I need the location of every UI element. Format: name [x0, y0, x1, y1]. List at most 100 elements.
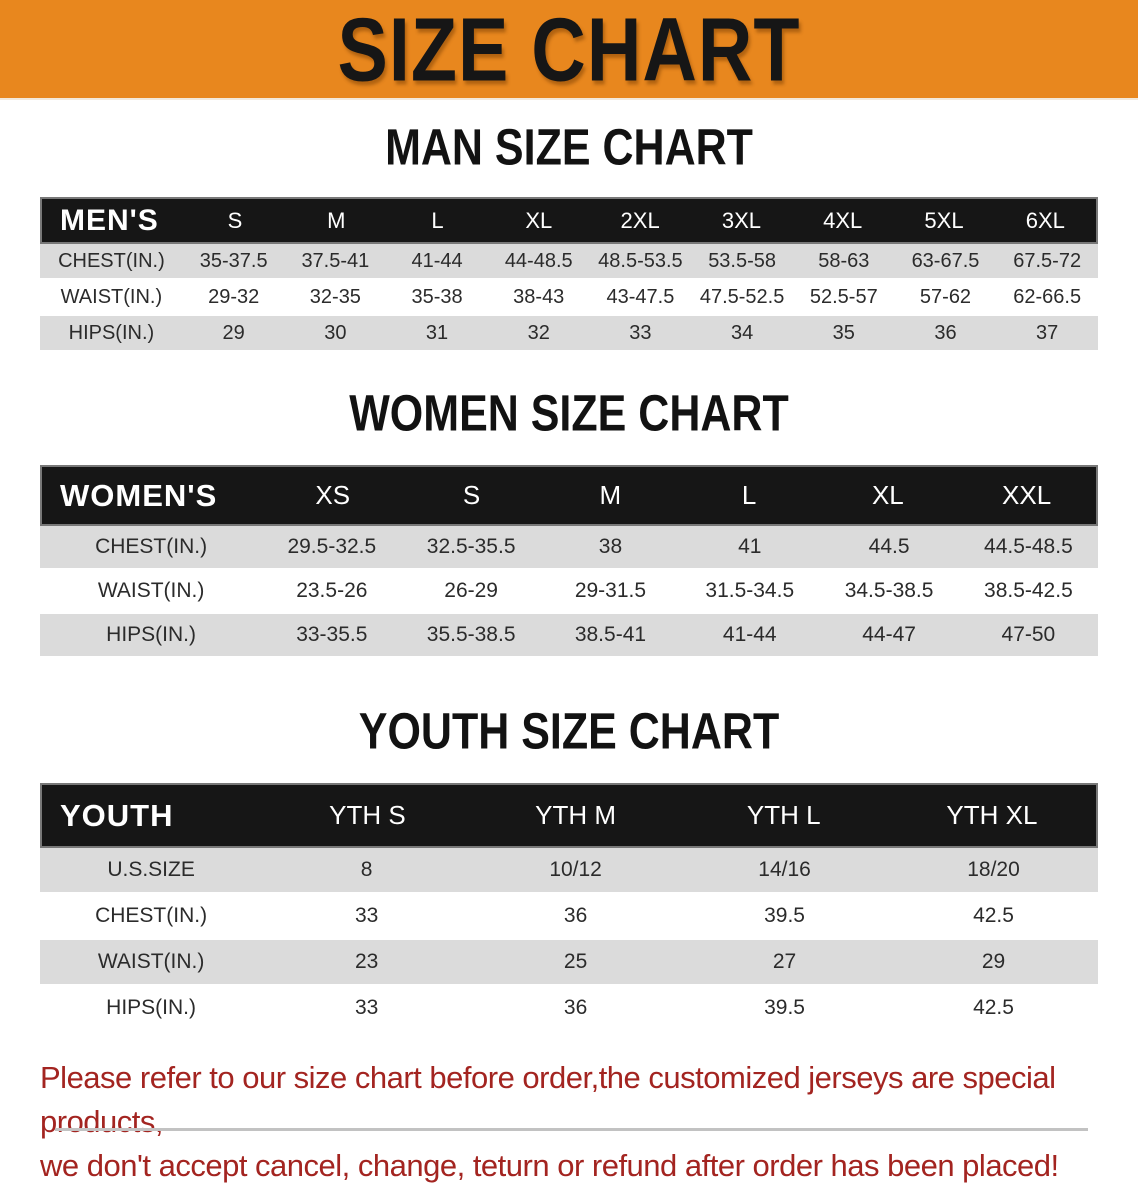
mens-value-cell: 53.5-58	[708, 249, 777, 272]
mens-column-header: M	[327, 207, 346, 233]
mens-value-cell: 37	[1036, 321, 1059, 344]
womens-value-cell: 29.5-32.5	[287, 535, 377, 558]
youth-value-cell: 23	[354, 950, 379, 973]
youth-value-cell: 33	[354, 904, 379, 927]
womens-value-cell: 33-35.5	[296, 623, 368, 646]
youth-value-cell: 36	[563, 996, 588, 1019]
youth-value-cell: 14/16	[758, 858, 811, 881]
mens-value-cell: 38-43	[513, 285, 565, 308]
mens-column-header: 4XL	[823, 207, 863, 233]
women-size-section: WOMEN SIZE CHART WOMEN'S XS S M L XL XXL CHEST(…	[0, 386, 1138, 656]
mens-table-row: HIPS(IN.) 29 30 31 32 33 34 35 36 37	[40, 316, 1098, 350]
mens-table-row: WAIST(IN.) 29-32 32-35 35-38 38-43 43-47.5 47.…	[40, 280, 1098, 314]
youth-row-label: U.S.SIZE	[107, 858, 195, 881]
womens-column-header: L	[741, 480, 757, 510]
mens-row-label: HIPS(IN.)	[68, 321, 155, 344]
disclaimer-line-2: we don't accept cancel, change, teturn o…	[40, 1148, 1059, 1184]
mens-value-cell: 37.5-41	[301, 249, 370, 272]
mens-table-header-row: MEN'S S M L XL 2XL 3XL 4XL 5XL 6XL	[40, 197, 1098, 244]
youth-table-row: U.S.SIZE 8 10/12 14/16 18/20	[40, 848, 1098, 892]
womens-table-header-row: WOMEN'S XS S M L XL XXL	[40, 465, 1098, 526]
youth-table-header-row: YOUTH YTH S YTH M YTH L YTH XL	[40, 783, 1098, 848]
mens-value-cell: 67.5-72	[1013, 249, 1082, 272]
mens-value-cell: 48.5-53.5	[598, 249, 683, 272]
womens-row-label: HIPS(IN.)	[106, 623, 196, 646]
womens-corner-label: WOMEN'S	[60, 477, 218, 513]
mens-column-header: 6XL	[1025, 207, 1065, 233]
mens-column-header: L	[431, 207, 444, 233]
youth-column-header: YTH S	[329, 800, 406, 830]
mens-column-header: S	[227, 207, 243, 233]
bottom-crop-edge	[55, 1128, 1088, 1131]
mens-column-header: XL	[525, 207, 553, 233]
mens-column-header: 3XL	[721, 207, 761, 233]
disclaimer-line-1: Please refer to our size chart before or…	[40, 1060, 1056, 1140]
womens-value-cell: 34.5-38.5	[844, 579, 934, 602]
mens-value-cell: 35-38	[411, 285, 463, 308]
mens-value-cell: 57-62	[919, 285, 972, 308]
youth-row-label: HIPS(IN.)	[106, 996, 196, 1019]
youth-column-header: YTH L	[746, 800, 821, 830]
youth-value-cell: 42.5	[973, 996, 1014, 1019]
womens-value-cell: 44.5-48.5	[984, 535, 1073, 558]
mens-value-cell: 33	[629, 321, 652, 344]
mens-value-cell: 63-67.5	[911, 249, 980, 272]
size-chart-banner: SIZE CHART	[0, 0, 1138, 100]
youth-value-cell: 29	[981, 950, 1006, 973]
men-section-heading: MAN SIZE CHART	[0, 120, 1138, 177]
womens-value-cell: 44-47	[862, 623, 916, 646]
womens-row-label: WAIST(IN.)	[97, 579, 205, 602]
womens-table-row: WAIST(IN.) 23.5-26 26-29 29-31.5 31.5-34.5 34…	[40, 570, 1098, 612]
men-section-heading-text: MAN SIZE CHART	[385, 119, 753, 177]
womens-value-cell: 38	[598, 535, 623, 558]
women-section-heading-text: WOMEN SIZE CHART	[349, 385, 789, 443]
mens-value-cell: 34	[730, 321, 754, 344]
youth-value-cell: 8	[360, 858, 373, 881]
womens-column-header: M	[599, 480, 622, 510]
womens-value-cell: 44.5	[868, 535, 910, 558]
youth-table-row: CHEST(IN.) 33 36 39.5 42.5	[40, 894, 1098, 938]
mens-value-cell: 35-37.5	[199, 249, 268, 272]
mens-value-cell: 43-47.5	[606, 285, 675, 308]
youth-value-cell: 25	[563, 950, 588, 973]
womens-column-header: XS	[315, 480, 351, 510]
mens-value-cell: 32-35	[309, 285, 361, 308]
youth-corner-label: YOUTH	[60, 797, 174, 833]
womens-size-table: WOMEN'S XS S M L XL XXL CHEST(IN.) 29.5-32.5 32.5…	[40, 465, 1098, 656]
youth-value-cell: 27	[772, 950, 797, 973]
youth-value-cell: 10/12	[549, 858, 602, 881]
womens-value-cell: 26-29	[444, 579, 498, 602]
mens-value-cell: 41-44	[411, 249, 463, 272]
youth-row-label: CHEST(IN.)	[95, 904, 208, 927]
youth-table-row: WAIST(IN.) 23 25 27 29	[40, 940, 1098, 984]
banner-title: SIZE CHART	[337, 0, 801, 100]
womens-value-cell: 29-31.5	[574, 579, 647, 602]
mens-value-cell: 29	[222, 321, 245, 344]
womens-column-header: XL	[871, 480, 904, 510]
womens-column-header: S	[462, 480, 481, 510]
order-disclaimer: Please refer to our size chart before or…	[40, 1056, 1100, 1188]
womens-value-cell: 47-50	[1001, 623, 1056, 646]
womens-value-cell: 41-44	[722, 623, 777, 646]
mens-value-cell: 30	[324, 321, 347, 344]
mens-corner-label: MEN'S	[60, 203, 159, 237]
men-size-section: MAN SIZE CHART MEN'S S M L XL 2XL 3XL 4XL 5XL 6XL…	[0, 120, 1138, 350]
youth-section-heading: YOUTH SIZE CHART	[0, 704, 1138, 761]
youth-size-table: YOUTH YTH S YTH M YTH L YTH XL U.S.SIZE 8 10/12…	[40, 783, 1098, 1030]
womens-value-cell: 31.5-34.5	[705, 579, 795, 602]
mens-value-cell: 44-48.5	[504, 249, 573, 272]
mens-value-cell: 35	[832, 321, 855, 344]
youth-value-cell: 39.5	[764, 904, 805, 927]
womens-row-label: CHEST(IN.)	[95, 535, 208, 558]
youth-value-cell: 18/20	[967, 858, 1020, 881]
mens-value-cell: 32	[527, 321, 550, 344]
mens-value-cell: 62-66.5	[1013, 285, 1082, 308]
youth-table-row: HIPS(IN.) 33 36 39.5 42.5	[40, 986, 1098, 1030]
youth-row-label: WAIST(IN.)	[97, 950, 205, 973]
youth-value-cell: 39.5	[764, 996, 805, 1019]
mens-value-cell: 58-63	[818, 249, 870, 272]
youth-column-header: YTH M	[535, 800, 617, 830]
womens-table-row: CHEST(IN.) 29.5-32.5 32.5-35.5 38 41 44.5 44.5…	[40, 526, 1098, 568]
womens-column-header: XXL	[1002, 480, 1052, 510]
womens-table-row: HIPS(IN.) 33-35.5 35.5-38.5 38.5-41 41-44 44-…	[40, 614, 1098, 656]
